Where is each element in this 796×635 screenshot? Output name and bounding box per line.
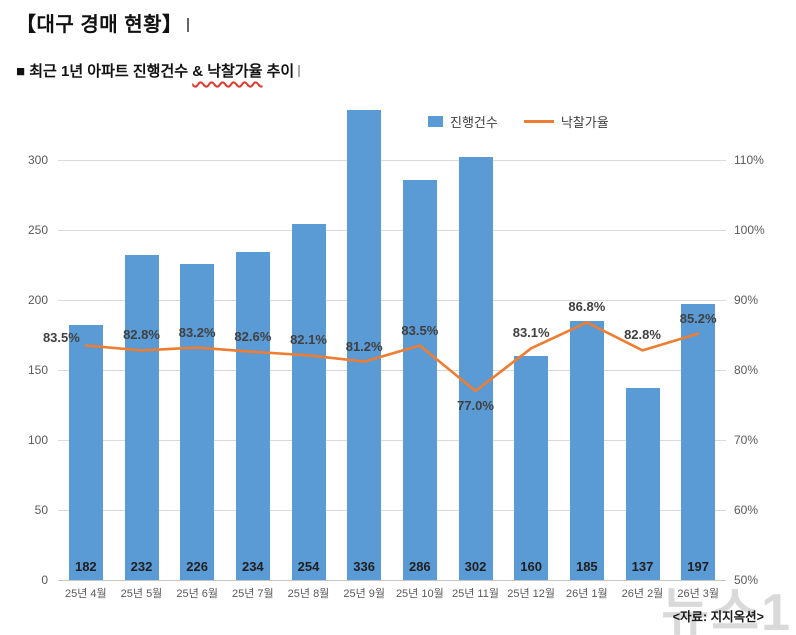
text-cursor-icon (298, 65, 301, 77)
category-label: 25년 5월 (120, 588, 163, 600)
bar (402, 179, 437, 580)
bar-value-label: 226 (186, 559, 208, 574)
category-label: 25년 10월 (395, 588, 444, 600)
line-point-label: 85.2% (679, 310, 717, 326)
bar-series-swatch-icon (428, 116, 443, 127)
line-point-label: 82.1% (290, 332, 327, 348)
legend-item-line: 낙찰가율 (523, 112, 609, 131)
gridline (58, 160, 726, 161)
line-point-label: 86.8% (568, 299, 606, 315)
bar-value-label: 232 (130, 559, 153, 574)
legend-label-bars: 진행건수 (450, 115, 498, 130)
line-point-label: 82.8% (123, 327, 160, 343)
gridline (58, 580, 726, 581)
bar-value-label: 185 (575, 559, 598, 574)
bar (681, 304, 716, 580)
category-label: 25년 11월 (452, 588, 499, 600)
category-label: 26년 1월 (566, 588, 608, 600)
bar-value-label: 302 (464, 559, 487, 574)
category-label: 25년 8월 (287, 588, 330, 600)
left-axis-tick-label: 100 (27, 433, 48, 447)
gridline (58, 300, 726, 301)
left-axis-tick-label: 50 (34, 503, 48, 517)
line-point-label: 77.0% (457, 398, 494, 413)
line-point-label: 83.1% (512, 325, 550, 341)
gridline (58, 230, 726, 231)
chart-legend: 진행건수 낙찰가율 (428, 112, 609, 131)
bar (625, 388, 660, 580)
bar (514, 356, 549, 580)
category-label: 25년 9월 (343, 588, 385, 600)
left-axis-tick-label: 300 (27, 153, 48, 167)
legend-label-line: 낙찰가율 (560, 115, 609, 130)
left-axis-tick-label: 250 (27, 223, 48, 237)
text-cursor-icon (186, 18, 189, 32)
category-label: 25년 6월 (176, 588, 218, 600)
source-credit: <자료: 지지옥션> (672, 610, 764, 624)
right-axis-tick-label: 50% (734, 573, 759, 587)
bar (235, 252, 270, 580)
right-axis-tick-label: 110% (734, 153, 764, 167)
bar (124, 255, 159, 580)
line-point-label: 83.5% (401, 322, 439, 338)
line-point-label: 83.5% (42, 329, 80, 345)
page-title: 【대구 경매 현황】 (16, 8, 189, 37)
right-axis-tick-label: 70% (734, 433, 759, 447)
line-point-label: 81.2% (345, 338, 383, 354)
bar (458, 157, 493, 580)
news1-watermark-logo: 뉴스1 (661, 584, 792, 635)
gridline (58, 440, 726, 441)
bar-value-label: 336 (353, 559, 375, 574)
left-axis-tick-label: 200 (27, 293, 48, 307)
bar-value-label: 286 (408, 559, 431, 574)
bar (180, 263, 215, 580)
category-label: 26년 2월 (621, 588, 664, 600)
category-label: 25년 12월 (507, 588, 556, 600)
right-axis-tick-label: 90% (734, 293, 759, 307)
bar-value-label: 197 (687, 559, 709, 574)
right-axis-tick-label: 60% (734, 503, 759, 517)
bar-value-label: 254 (297, 559, 320, 574)
gridline (58, 510, 726, 511)
bar-value-label: 137 (631, 559, 654, 574)
line-series-swatch-icon (523, 120, 554, 123)
bar (68, 325, 103, 580)
line-point-label: 83.2% (178, 324, 216, 340)
left-axis-tick-label: 0 (41, 573, 48, 587)
subtitle-pre: ■ 최근 1년 아파트 진행건수 (16, 63, 193, 80)
subtitle-underlined: & 낙찰가율 (192, 63, 263, 80)
subtitle-post: 추이 (262, 63, 295, 80)
right-axis-tick-label: 100% (734, 223, 765, 237)
legend-item-bars: 진행건수 (428, 112, 498, 131)
category-label: 25년 4월 (65, 588, 107, 600)
bar (291, 224, 326, 580)
category-label: 26년 3월 (677, 588, 719, 600)
line-point-label: 82.8% (624, 327, 661, 343)
chart-subtitle: ■ 최근 1년 아파트 진행건수 & 낙찰가율 추이 (16, 60, 301, 81)
bar-value-label: 182 (74, 559, 97, 574)
line-point-label: 82.6% (234, 328, 272, 344)
bar (569, 321, 604, 580)
bar-value-label: 160 (520, 559, 542, 574)
left-axis-tick-label: 150 (27, 363, 48, 377)
category-label: 25년 7월 (232, 588, 274, 600)
bar-value-label: 234 (241, 559, 264, 574)
right-axis-tick-label: 80% (734, 363, 759, 377)
page-title-text: 【대구 경매 현황】 (16, 14, 183, 36)
